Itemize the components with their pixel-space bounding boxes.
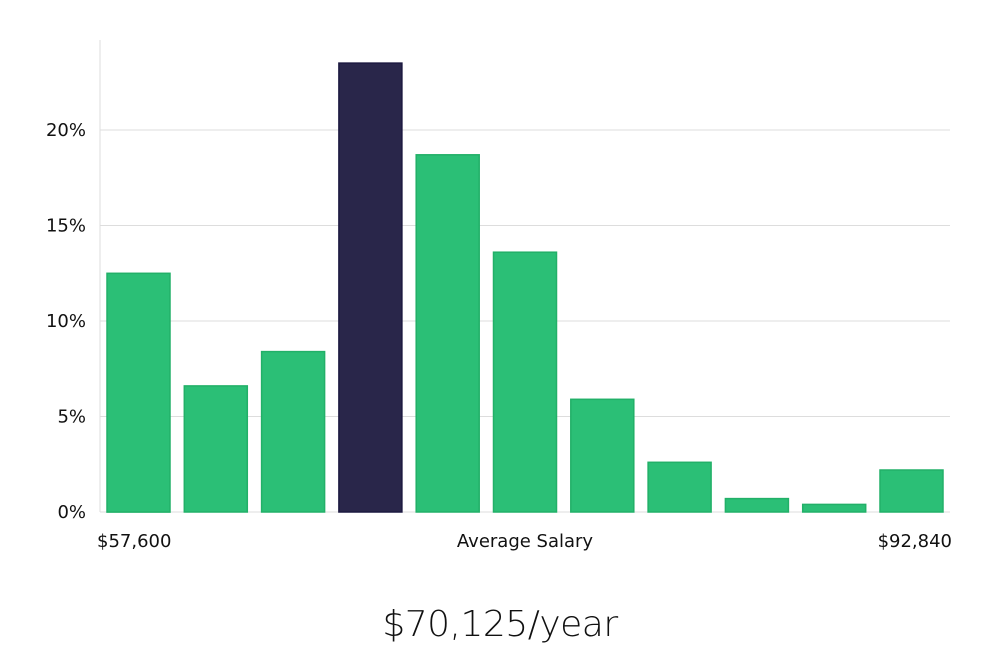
y-tick-label: 0% bbox=[57, 502, 86, 523]
x-label-average: Average Salary bbox=[457, 531, 594, 552]
x-label-min: $57,600 bbox=[97, 531, 171, 552]
bar bbox=[570, 398, 635, 513]
y-tick-label: 20% bbox=[46, 120, 86, 141]
bar bbox=[647, 461, 712, 513]
y-tick-label: 5% bbox=[57, 407, 86, 428]
bar bbox=[260, 350, 326, 513]
bar bbox=[879, 469, 944, 513]
y-tick-labels: 0% 5% 10% 15% 20% bbox=[46, 120, 86, 523]
y-tick-label: 15% bbox=[46, 216, 86, 237]
salary-histogram-chart: 0% 5% 10% 15% 20% $57,600 Average Salary $92… bbox=[46, 40, 952, 552]
bar bbox=[183, 385, 249, 513]
bar-average-highlight bbox=[338, 62, 403, 513]
average-salary-value: $70,125/year bbox=[382, 604, 618, 645]
bars bbox=[106, 62, 944, 513]
bar bbox=[106, 272, 171, 513]
y-tick-label: 10% bbox=[46, 311, 86, 332]
bar bbox=[801, 503, 867, 513]
bar bbox=[724, 497, 790, 513]
x-label-max: $92,840 bbox=[878, 531, 952, 552]
bar bbox=[492, 251, 558, 513]
bar bbox=[415, 154, 480, 513]
